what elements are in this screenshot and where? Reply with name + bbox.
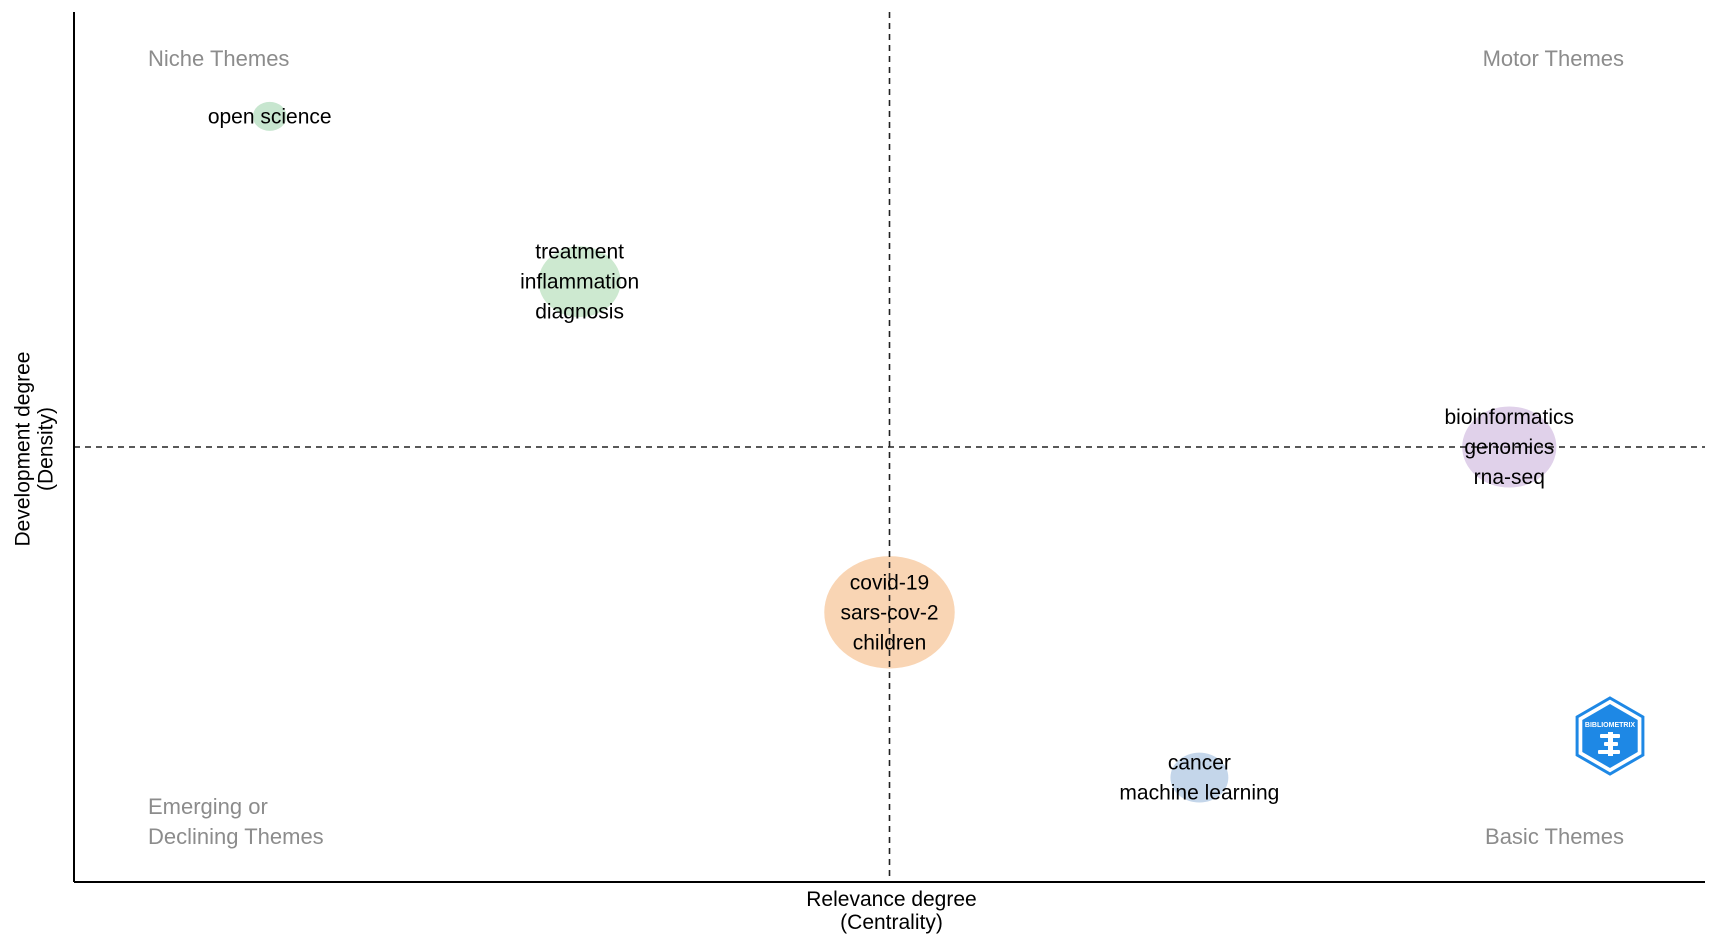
quadrant-label-bottom-left: Emerging or bbox=[148, 794, 268, 819]
theme-label-open-science: open science bbox=[208, 105, 332, 128]
axes bbox=[73, 12, 1705, 883]
bubble-open-science bbox=[252, 101, 287, 131]
bubble-cancer bbox=[1170, 752, 1229, 803]
y-axis-title: Development degree bbox=[12, 352, 35, 547]
theme-label-covid: sars-cov-2 bbox=[840, 601, 938, 624]
quadrant-label-bottom-left: Declining Themes bbox=[148, 824, 324, 849]
x-axis-title: Relevance degree bbox=[806, 888, 976, 911]
theme-labels: open science treatment inflammation diagnos… bbox=[208, 105, 1574, 804]
theme-label-bioinformatics: bioinformatics bbox=[1444, 406, 1574, 429]
logo-text: BIBLIOMETRIX bbox=[1585, 722, 1635, 729]
theme-label-bioinformatics: rna-seq bbox=[1474, 466, 1545, 489]
theme-label-treatment: diagnosis bbox=[535, 301, 624, 324]
bubble-covid bbox=[824, 556, 955, 669]
theme-label-treatment: treatment bbox=[535, 241, 624, 264]
x-axis-title: (Centrality) bbox=[840, 911, 943, 934]
theme-label-treatment: inflammation bbox=[520, 271, 639, 294]
theme-label-bioinformatics: genomics bbox=[1464, 436, 1554, 459]
bubble-treatment bbox=[538, 246, 621, 318]
quadrant-label-bottom-right: Basic Themes bbox=[1485, 824, 1624, 849]
axis-titles: Relevance degree(Centrality) Development … bbox=[12, 352, 977, 934]
theme-label-covid: covid-19 bbox=[850, 571, 929, 594]
bibliometrix-logo-icon: BIBLIOMETRIX bbox=[1575, 696, 1645, 776]
logo-stem bbox=[1608, 732, 1613, 756]
theme-label-cancer: machine learning bbox=[1119, 782, 1279, 805]
theme-label-cancer: cancer bbox=[1168, 752, 1231, 775]
y-axis-title: (Density) bbox=[35, 407, 58, 491]
quadrant-labels: Niche Themes Motor Themes Emerging or Decli… bbox=[148, 46, 1624, 849]
quadrant-dividers bbox=[74, 12, 1705, 882]
quadrant-label-top-left: Niche Themes bbox=[148, 46, 289, 71]
quadrant-label-top-right: Motor Themes bbox=[1483, 46, 1624, 71]
bubble-layer bbox=[252, 101, 1557, 803]
theme-label-covid: children bbox=[853, 631, 927, 654]
